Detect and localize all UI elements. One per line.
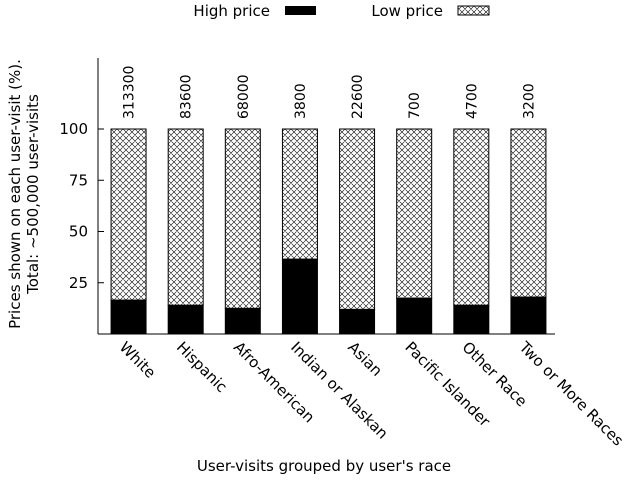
category-label: White <box>116 338 160 382</box>
legend-label-low-price: Low price <box>371 2 443 20</box>
count-label: 3800 <box>293 83 309 119</box>
y-tick-label: 75 <box>69 171 88 189</box>
count-label: 313300 <box>122 66 138 119</box>
category-label: Asian <box>344 338 386 380</box>
bar-low-price <box>396 128 433 299</box>
y-tick-label: 50 <box>69 223 88 241</box>
count-label: 4700 <box>464 83 480 119</box>
y-tick-label: 25 <box>69 274 88 292</box>
y-axis-title-line1: Prices shown on each user-visit (%). <box>6 59 24 329</box>
y-tick-label: 100 <box>59 120 88 138</box>
bar-low-price <box>167 128 204 306</box>
bar-low-price <box>110 128 147 301</box>
bar-low-price <box>510 128 547 298</box>
y-axis-ticks: 25 50 75 100 <box>59 120 104 292</box>
bar-low-price <box>281 128 318 260</box>
count-label: 83600 <box>179 74 195 119</box>
legend-label-high-price: High price <box>193 2 270 20</box>
legend: High price Low price <box>193 2 490 20</box>
count-label: 22600 <box>350 74 366 119</box>
category-label: Indian or Alaskan <box>287 338 391 442</box>
bar-low-price <box>224 128 261 309</box>
count-labels: 313300 83600 68000 3800 22600 700 4700 3200 <box>122 66 538 119</box>
x-axis-title: User-visits grouped by user's race <box>197 457 451 475</box>
y-axis-title-line2: Total: ~500,000 user-visits <box>24 94 42 295</box>
count-label: 68000 <box>236 74 252 119</box>
category-label: Two or More Races <box>515 337 627 449</box>
bar-low-price <box>339 128 376 310</box>
legend-swatch-high-price <box>285 6 316 15</box>
legend-swatch-low-price <box>457 5 490 16</box>
bar-low-price <box>453 128 490 306</box>
bars <box>110 128 547 335</box>
count-label: 3200 <box>521 83 537 119</box>
count-label: 700 <box>407 92 423 119</box>
bar-high-price <box>281 258 318 335</box>
category-label: Hispanic <box>173 338 231 396</box>
bar-high-price <box>510 296 547 335</box>
